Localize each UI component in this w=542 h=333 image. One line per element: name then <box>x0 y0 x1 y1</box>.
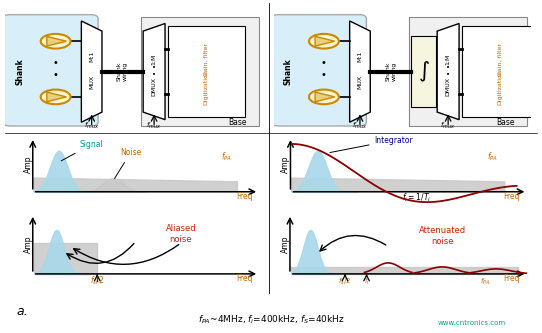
FancyBboxPatch shape <box>3 15 98 126</box>
Text: $f_{mux}$: $f_{mux}$ <box>352 121 367 131</box>
Text: MUX: MUX <box>89 75 94 89</box>
Text: Freq: Freq <box>503 274 519 283</box>
Circle shape <box>309 34 339 49</box>
Text: $f_s/2$: $f_s/2$ <box>90 275 104 287</box>
Text: $f_i=1/T_i$: $f_i=1/T_i$ <box>403 192 432 204</box>
Text: www.cntronics.com: www.cntronics.com <box>437 320 506 326</box>
Text: Aliased
noise: Aliased noise <box>166 224 196 244</box>
Text: $f_{mux}$: $f_{mux}$ <box>441 121 456 131</box>
Polygon shape <box>34 178 237 192</box>
Polygon shape <box>315 36 334 46</box>
Polygon shape <box>34 243 97 274</box>
Text: Attenuated
noise: Attenuated noise <box>418 226 466 246</box>
Polygon shape <box>47 92 66 102</box>
Text: Digitization: Digitization <box>498 69 503 105</box>
Text: •
•: • • <box>321 58 327 80</box>
Text: DMUX: DMUX <box>152 77 157 96</box>
Text: $f_{mux}$: $f_{mux}$ <box>146 121 162 131</box>
Text: Freq: Freq <box>236 274 253 283</box>
Polygon shape <box>143 24 165 120</box>
Circle shape <box>41 34 70 49</box>
Text: Digitization: Digitization <box>204 69 209 105</box>
Text: Shank
wiring: Shank wiring <box>385 62 396 81</box>
Text: Shank
wiring: Shank wiring <box>117 62 128 81</box>
FancyBboxPatch shape <box>411 36 436 107</box>
Polygon shape <box>291 267 518 274</box>
FancyBboxPatch shape <box>462 26 539 117</box>
Polygon shape <box>81 21 102 122</box>
Text: 1:M: 1:M <box>446 53 450 65</box>
Text: $\int$: $\int$ <box>417 60 430 84</box>
Circle shape <box>41 90 70 104</box>
Text: Base: Base <box>228 118 247 127</box>
Text: Gain, filter: Gain, filter <box>498 42 503 76</box>
FancyBboxPatch shape <box>140 17 259 126</box>
Text: Amp: Amp <box>24 156 33 173</box>
Text: •
•: • • <box>53 58 59 80</box>
Text: $f_{PA}$: $f_{PA}$ <box>487 151 499 164</box>
Polygon shape <box>350 21 370 122</box>
Text: Base: Base <box>496 118 515 127</box>
Text: Freq: Freq <box>504 191 520 200</box>
FancyBboxPatch shape <box>271 15 366 126</box>
FancyBboxPatch shape <box>409 17 527 126</box>
Polygon shape <box>437 24 459 120</box>
Text: Amp: Amp <box>281 235 290 253</box>
Text: MUX: MUX <box>358 75 363 89</box>
Text: Gain, filter: Gain, filter <box>204 42 209 76</box>
Text: DMUX: DMUX <box>446 77 450 96</box>
Polygon shape <box>47 36 66 46</box>
Text: •
•: • • <box>152 65 156 78</box>
Text: Shank: Shank <box>15 58 24 85</box>
Polygon shape <box>315 92 334 102</box>
Text: M:1: M:1 <box>89 51 94 62</box>
FancyBboxPatch shape <box>167 26 245 117</box>
Text: M:1: M:1 <box>358 51 363 62</box>
Text: $f_{PA}$~4MHz, $f_i$=400kHz, $f_S$=40kHz: $f_{PA}$~4MHz, $f_i$=400kHz, $f_S$=40kHz <box>198 313 344 326</box>
Text: $f_s/2$: $f_s/2$ <box>338 277 352 287</box>
Text: $f_{mux}$: $f_{mux}$ <box>84 121 99 131</box>
Text: Integrator: Integrator <box>330 136 414 153</box>
Text: $f_{PA}$: $f_{PA}$ <box>480 277 491 287</box>
Text: a.: a. <box>16 305 28 318</box>
Text: Freq: Freq <box>236 191 253 200</box>
Text: Amp: Amp <box>281 156 290 173</box>
Text: 1:M: 1:M <box>152 53 157 65</box>
Text: Shank: Shank <box>283 58 292 85</box>
Text: $f_i$: $f_i$ <box>364 277 370 287</box>
Circle shape <box>309 90 339 104</box>
Text: Signal: Signal <box>61 140 103 161</box>
Polygon shape <box>292 178 505 192</box>
Text: Noise: Noise <box>114 148 141 178</box>
Text: •
•: • • <box>446 65 450 78</box>
Text: Amp: Amp <box>24 235 33 253</box>
Text: $f_{PA}$: $f_{PA}$ <box>221 151 232 164</box>
